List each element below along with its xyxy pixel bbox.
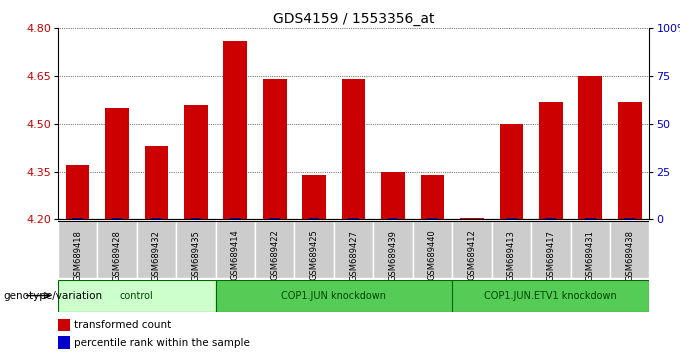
Bar <box>112 218 122 219</box>
Bar <box>506 218 517 219</box>
Bar <box>145 146 168 219</box>
Bar <box>97 221 137 278</box>
Bar <box>263 79 286 219</box>
Text: GSM689414: GSM689414 <box>231 230 240 280</box>
Bar <box>58 280 216 312</box>
Bar <box>334 221 373 278</box>
Text: GSM689412: GSM689412 <box>467 230 477 280</box>
Bar <box>58 221 97 278</box>
Text: GSM689435: GSM689435 <box>191 230 201 281</box>
Bar <box>342 79 365 219</box>
Bar <box>151 218 162 219</box>
Text: GSM689431: GSM689431 <box>585 230 595 281</box>
Text: GSM689438: GSM689438 <box>625 230 634 281</box>
Bar <box>571 221 610 278</box>
Text: COP1.JUN.ETV1 knockdown: COP1.JUN.ETV1 knockdown <box>484 291 617 301</box>
Bar <box>58 319 69 331</box>
Bar <box>610 221 649 278</box>
Bar <box>66 165 89 219</box>
Bar <box>460 218 483 219</box>
Text: genotype/variation: genotype/variation <box>3 291 103 301</box>
Bar <box>500 124 523 219</box>
Bar <box>303 175 326 219</box>
Bar <box>190 218 201 219</box>
Text: GSM689428: GSM689428 <box>112 230 122 281</box>
Text: GSM689425: GSM689425 <box>309 230 319 280</box>
Bar <box>388 218 398 219</box>
Text: percentile rank within the sample: percentile rank within the sample <box>74 338 250 348</box>
Text: transformed count: transformed count <box>74 320 171 330</box>
Bar <box>137 221 176 278</box>
Bar <box>224 41 247 219</box>
Bar <box>579 76 602 219</box>
Bar <box>539 102 562 219</box>
Bar <box>545 218 556 219</box>
Text: GSM689440: GSM689440 <box>428 230 437 280</box>
Bar <box>216 221 255 278</box>
Bar <box>348 218 359 219</box>
Bar <box>72 218 83 219</box>
Bar <box>255 221 294 278</box>
Bar <box>452 221 492 278</box>
Text: GSM689413: GSM689413 <box>507 230 516 281</box>
Text: GSM689432: GSM689432 <box>152 230 161 281</box>
Text: GSM689427: GSM689427 <box>349 230 358 281</box>
Bar <box>427 218 438 219</box>
Bar <box>531 221 571 278</box>
Bar <box>216 280 452 312</box>
Text: GSM689439: GSM689439 <box>388 230 398 281</box>
Text: COP1.JUN knockdown: COP1.JUN knockdown <box>282 291 386 301</box>
Bar <box>618 102 641 219</box>
Bar <box>421 175 444 219</box>
Bar <box>294 221 334 278</box>
Text: control: control <box>120 291 154 301</box>
Bar <box>309 218 320 219</box>
Bar <box>176 221 216 278</box>
Bar <box>58 336 69 349</box>
Bar <box>492 221 531 278</box>
Bar <box>452 280 649 312</box>
Text: GSM689418: GSM689418 <box>73 230 82 281</box>
Bar <box>184 105 207 219</box>
Text: GSM689417: GSM689417 <box>546 230 556 281</box>
Bar <box>105 108 129 219</box>
Bar <box>585 218 596 219</box>
Text: GSM689422: GSM689422 <box>270 230 279 280</box>
Bar <box>373 221 413 278</box>
Bar <box>269 218 280 219</box>
Bar <box>381 172 405 219</box>
Bar <box>624 218 635 219</box>
Title: GDS4159 / 1553356_at: GDS4159 / 1553356_at <box>273 12 435 26</box>
Bar <box>230 218 241 219</box>
Bar <box>413 221 452 278</box>
